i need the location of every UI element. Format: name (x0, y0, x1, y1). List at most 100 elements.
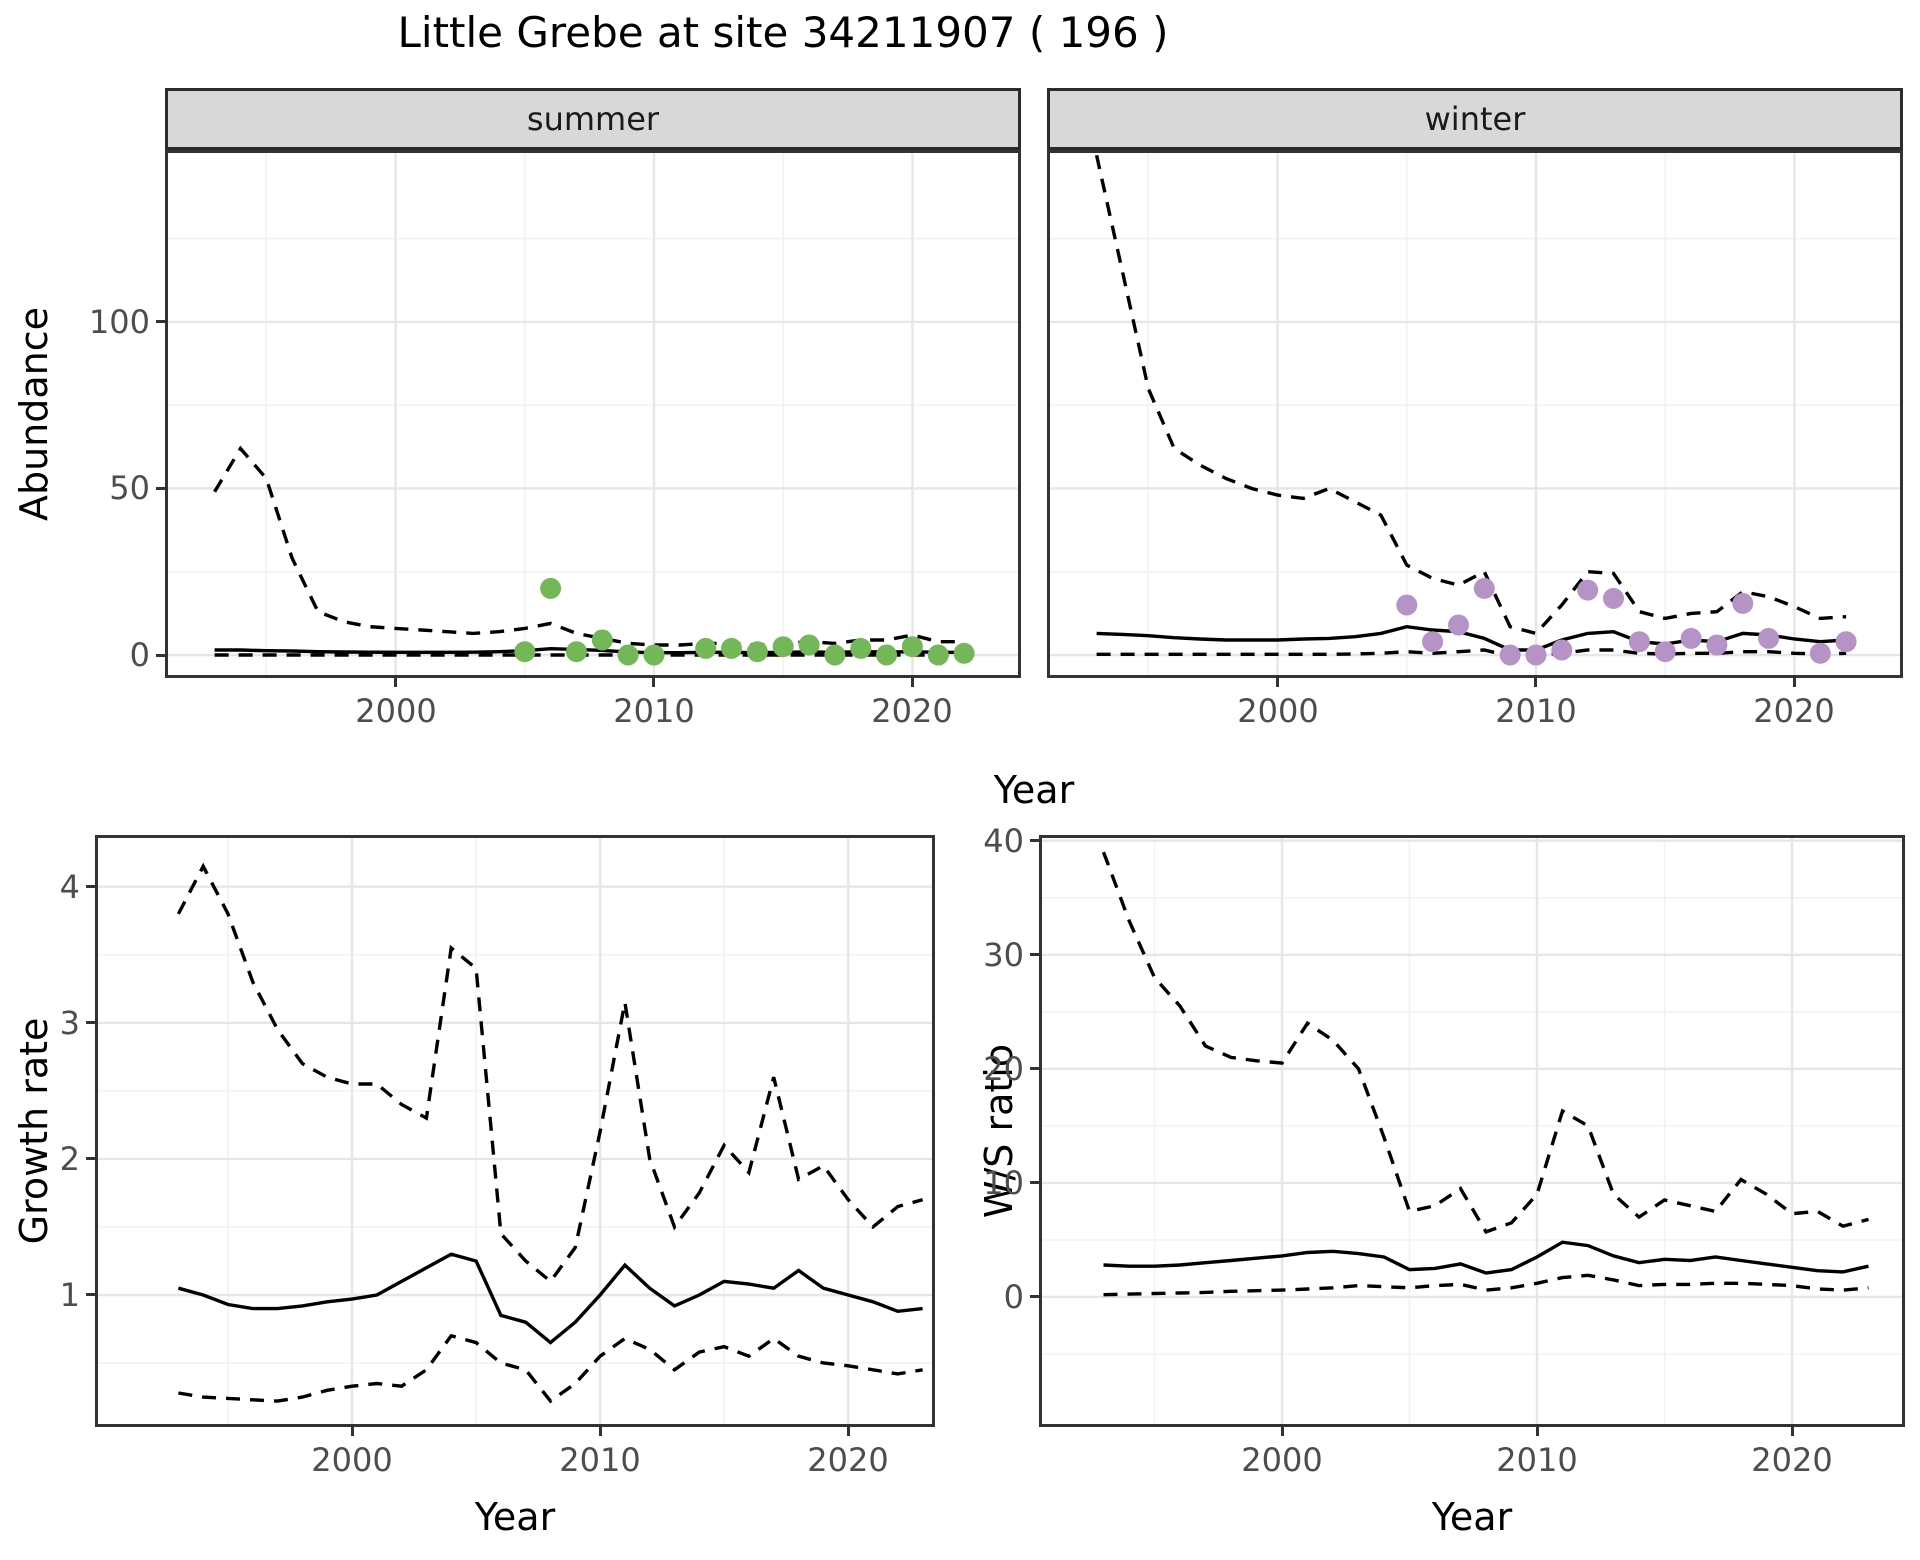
x-tick-label: 2010 (559, 1441, 641, 1479)
y-tick-label: 4 (59, 868, 80, 906)
growth-rate-lower_ci-line (178, 1333, 923, 1404)
abundance-summer-point (540, 577, 562, 599)
y-tick-mark (1030, 1181, 1039, 1184)
abundance-winter-median-line (1096, 624, 1847, 652)
abundance-winter-point (1422, 631, 1444, 653)
y-tick-label: 50 (109, 469, 150, 507)
abundance-winter-upper_ci-line (1094, 154, 1847, 636)
facet-strip-summer-label: summer (526, 100, 660, 138)
y-tick-mark (86, 1021, 95, 1024)
abundance-summer-point (514, 641, 536, 663)
axis-title-year-bottom-right: Year (1431, 1495, 1513, 1539)
facet-strip-winter-label: winter (1424, 100, 1526, 138)
abundance-summer-point (953, 642, 975, 664)
abundance-summer-point (850, 637, 872, 659)
x-tick-label: 2000 (355, 692, 437, 730)
ws-ratio-upper_ci-line (1101, 851, 1869, 1234)
x-tick-mark (1534, 678, 1537, 687)
figure-title: Little Grebe at site 34211907 ( 196 ) (397, 8, 1169, 57)
y-tick-label: 100 (88, 303, 150, 341)
abundance-winter-point (1835, 631, 1857, 653)
abundance-summer-point (876, 644, 898, 666)
abundance-summer-upper_ci-line (213, 445, 965, 647)
abundance-winter-point (1809, 642, 1831, 664)
x-tick-label: 2020 (1751, 1441, 1833, 1479)
facet-strip-summer: summer (165, 88, 1021, 150)
y-tick-mark (156, 487, 165, 490)
x-tick-label: 2000 (311, 1441, 393, 1479)
abundance-winter-panel (1047, 150, 1903, 678)
axis-title-abundance: Abundance (12, 306, 56, 522)
abundance-winter-point (1499, 644, 1521, 666)
ws-ratio-lower_ci-line (1103, 1273, 1869, 1297)
y-tick-mark (86, 1293, 95, 1296)
x-tick-label: 2020 (871, 692, 953, 730)
abundance-summer-point (772, 636, 794, 658)
y-tick-mark (156, 654, 165, 657)
abundance-winter-point (1654, 641, 1676, 663)
abundance-winter-point (1628, 631, 1650, 653)
y-tick-label: 20 (983, 1050, 1024, 1088)
y-tick-label: 2 (59, 1140, 80, 1178)
x-tick-mark (652, 678, 655, 687)
abundance-winter-point (1448, 614, 1469, 636)
x-tick-mark (1793, 678, 1796, 687)
x-tick-mark (1276, 678, 1279, 687)
x-tick-mark (1791, 1427, 1794, 1436)
abundance-summer-point (566, 641, 587, 663)
y-tick-label: 0 (1003, 1278, 1024, 1316)
abundance-summer-point (824, 644, 846, 666)
abundance-winter-point (1603, 587, 1624, 609)
x-tick-label: 2020 (1753, 692, 1835, 730)
x-tick-mark (1281, 1427, 1284, 1436)
ws-ratio-median-line (1103, 1240, 1869, 1275)
abundance-summer-point (901, 636, 923, 658)
x-tick-label: 2010 (1495, 692, 1577, 730)
abundance-summer-point (617, 644, 639, 666)
y-tick-mark (156, 320, 165, 323)
y-tick-label: 30 (983, 936, 1024, 974)
abundance-winter-point (1525, 644, 1547, 666)
y-tick-label: 10 (983, 1164, 1024, 1202)
ws-ratio-panel (1039, 835, 1905, 1427)
x-tick-label: 2020 (807, 1441, 889, 1479)
abundance-summer-point (643, 644, 665, 666)
growth-rate-median-line (177, 1252, 923, 1345)
abundance-summer-point (591, 629, 613, 651)
x-tick-mark (847, 1427, 850, 1436)
y-tick-label: 3 (59, 1004, 80, 1042)
x-tick-label: 2010 (613, 692, 695, 730)
abundance-summer-point (746, 641, 768, 663)
x-tick-mark (394, 678, 397, 687)
x-tick-mark (351, 1427, 354, 1436)
x-tick-mark (599, 1427, 602, 1436)
y-tick-mark (1030, 1067, 1039, 1070)
abundance-winter-point (1396, 594, 1418, 616)
facet-strip-winter: winter (1047, 88, 1903, 150)
y-tick-label: 0 (129, 636, 150, 674)
abundance-winter-point (1758, 627, 1780, 649)
y-tick-mark (1030, 953, 1039, 956)
y-tick-mark (86, 1157, 95, 1160)
growth-rate-upper_ci-line (176, 862, 924, 1284)
abundance-winter-point (1551, 639, 1573, 661)
x-tick-mark (1536, 1427, 1539, 1436)
abundance-summer-point (927, 644, 949, 666)
abundance-winter-point (1706, 634, 1728, 656)
abundance-winter-point (1680, 627, 1702, 649)
x-tick-mark (911, 678, 914, 687)
y-tick-label: 40 (983, 822, 1024, 860)
abundance-winter-point (1473, 577, 1495, 599)
abundance-summer-point (721, 637, 742, 659)
abundance-winter-point (1732, 592, 1754, 614)
abundance-summer-panel (165, 150, 1021, 678)
axis-title-year-top: Year (993, 768, 1075, 812)
y-tick-mark (1030, 839, 1039, 842)
x-tick-label: 2000 (1237, 692, 1319, 730)
y-tick-label: 1 (59, 1276, 80, 1314)
abundance-summer-point (798, 634, 820, 656)
growth-rate-panel (95, 835, 935, 1427)
abundance-winter-point (1577, 579, 1599, 601)
x-tick-label: 2000 (1241, 1441, 1323, 1479)
